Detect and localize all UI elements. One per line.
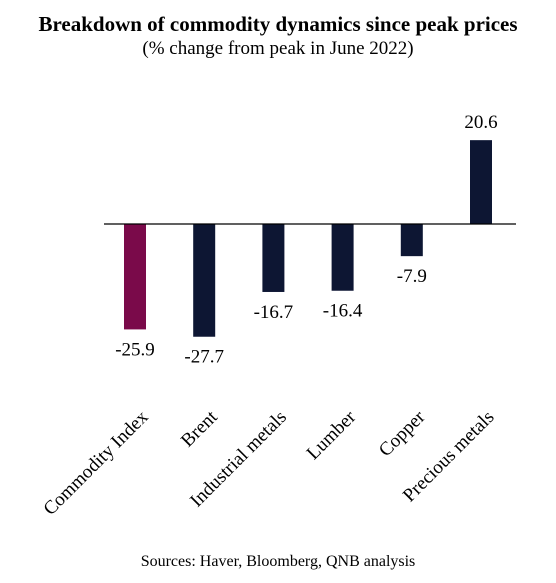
bar-commodity-index xyxy=(124,224,146,330)
bar-lumber xyxy=(331,224,354,291)
tick-label-copper: Copper xyxy=(375,406,430,461)
bar-copper xyxy=(400,224,423,257)
value-label-commodity-index: -25.9 xyxy=(115,339,155,360)
value-label-brent: -27.7 xyxy=(184,347,224,368)
bar-brent xyxy=(193,224,216,337)
value-label-lumber: -16.4 xyxy=(323,301,363,322)
chart-title: Breakdown of commodity dynamics since pe… xyxy=(38,12,518,36)
tick-label-commodity-index: Commodity Index xyxy=(40,406,153,519)
value-label-copper: -7.9 xyxy=(397,266,427,287)
bars-group xyxy=(124,140,492,337)
bar-industrial-metals xyxy=(262,224,285,292)
value-label-industrial-metals: -16.7 xyxy=(254,302,294,323)
source-note: Sources: Haver, Bloomberg, QNB analysis xyxy=(140,553,416,570)
tick-label-brent: Brent xyxy=(177,406,222,451)
value-labels-group: -25.9 -27.7 -16.7 -16.4 -7.9 20.6 xyxy=(115,112,497,368)
chart-subtitle: (% change from peak in June 2022) xyxy=(142,38,414,59)
value-label-precious-metals: 20.6 xyxy=(464,112,497,133)
tick-label-lumber: Lumber xyxy=(303,406,361,464)
bar-precious-metals xyxy=(470,140,492,224)
